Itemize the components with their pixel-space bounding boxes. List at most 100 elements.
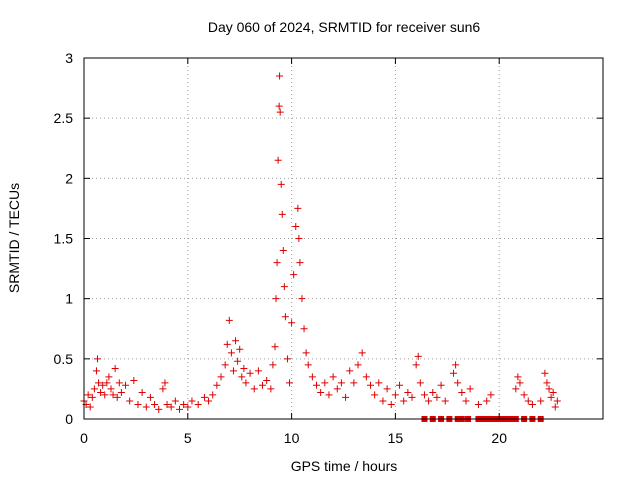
- data-point: [167, 403, 175, 411]
- data-point: [246, 369, 254, 377]
- data-point: [483, 397, 491, 405]
- data-point: [317, 389, 325, 397]
- data-point: [90, 385, 98, 393]
- data-point: [429, 389, 437, 397]
- data-point: [547, 393, 555, 401]
- data-point: [117, 389, 125, 397]
- data-point: [454, 379, 462, 387]
- data-point: [333, 385, 341, 393]
- data-point: [236, 345, 244, 353]
- data-point: [283, 355, 291, 363]
- data-point: [134, 401, 142, 409]
- data-point: [88, 393, 96, 401]
- data-point: [541, 369, 549, 377]
- data-point: [101, 391, 109, 399]
- data-point: [107, 385, 115, 393]
- y-tick-label: 2.5: [54, 110, 74, 126]
- data-point: [277, 180, 285, 188]
- data-point: [549, 389, 557, 397]
- data-point: [524, 397, 532, 405]
- data-point: [450, 369, 458, 377]
- y-tick-label: 0: [65, 411, 73, 427]
- data-point: [408, 393, 416, 401]
- data-point: [298, 295, 306, 303]
- grid: [84, 57, 603, 419]
- data-point: [238, 373, 246, 381]
- data-point: [553, 397, 561, 405]
- data-point: [229, 367, 237, 375]
- y-tick-label: 1: [65, 291, 73, 307]
- data-point: [213, 381, 221, 389]
- data-point: [292, 222, 300, 230]
- data-point: [329, 373, 337, 381]
- data-point: [103, 379, 111, 387]
- data-point: [520, 391, 528, 399]
- data-point: [458, 389, 466, 397]
- axis-ticks: 0 5 10 15 20 0 0.5 1 1.5 2 2.5 3: [54, 50, 603, 446]
- data-point: [296, 259, 304, 267]
- data-point: [516, 379, 524, 387]
- data-point: [254, 367, 262, 375]
- data-point: [366, 381, 374, 389]
- data-point: [86, 403, 94, 411]
- x-tick-label: 20: [491, 430, 507, 446]
- chart-title: Day 060 of 2024, SRMTID for receiver sun…: [208, 19, 481, 35]
- x-tick-label: 5: [184, 430, 192, 446]
- data-point: [420, 391, 428, 399]
- data-point: [146, 393, 154, 401]
- data-point: [275, 102, 283, 110]
- data-point: [387, 401, 395, 409]
- data-point: [109, 391, 117, 399]
- data-point: [276, 72, 284, 80]
- y-tick-label: 1.5: [54, 231, 74, 247]
- data-point: [295, 235, 303, 242]
- data-point: [250, 385, 258, 393]
- data-point: [263, 376, 271, 384]
- data-point: [514, 373, 522, 381]
- data-point: [240, 364, 248, 372]
- data-point: [462, 397, 470, 405]
- data-point: [130, 376, 138, 384]
- data-point: [337, 379, 345, 387]
- x-tick-label: 0: [80, 430, 88, 446]
- data-point: [512, 385, 520, 393]
- data-point: [294, 204, 302, 212]
- data-point: [383, 385, 391, 393]
- data-point: [95, 379, 103, 387]
- data-point: [416, 379, 424, 387]
- data-point: [122, 381, 130, 389]
- data-point: [474, 401, 482, 409]
- data-point: [437, 381, 445, 389]
- data-point: [537, 397, 545, 405]
- data-point: [396, 381, 404, 389]
- data-points: [80, 72, 561, 422]
- data-point: [274, 156, 282, 164]
- data-point: [321, 379, 329, 387]
- x-tick-label: 15: [388, 430, 404, 446]
- data-point: [171, 397, 179, 405]
- data-point: [545, 385, 553, 393]
- data-point: [175, 405, 183, 413]
- data-point: [200, 393, 208, 401]
- data-point: [528, 401, 536, 409]
- data-point: [487, 391, 495, 399]
- data-point: [269, 361, 277, 369]
- data-point: [93, 355, 101, 363]
- data-point: [223, 340, 231, 348]
- data-point: [115, 379, 123, 387]
- data-point: [288, 319, 296, 327]
- data-point: [358, 349, 366, 357]
- data-point: [302, 349, 310, 357]
- data-point: [84, 391, 92, 399]
- data-point: [184, 403, 192, 411]
- y-tick-label: 2: [65, 170, 73, 186]
- data-point: [221, 361, 229, 369]
- data-point: [271, 343, 279, 351]
- x-axis-label: GPS time / hours: [291, 458, 398, 474]
- data-point: [232, 337, 240, 345]
- data-point: [126, 397, 134, 405]
- data-point: [379, 397, 387, 405]
- data-point: [259, 381, 267, 389]
- data-point: [404, 389, 412, 397]
